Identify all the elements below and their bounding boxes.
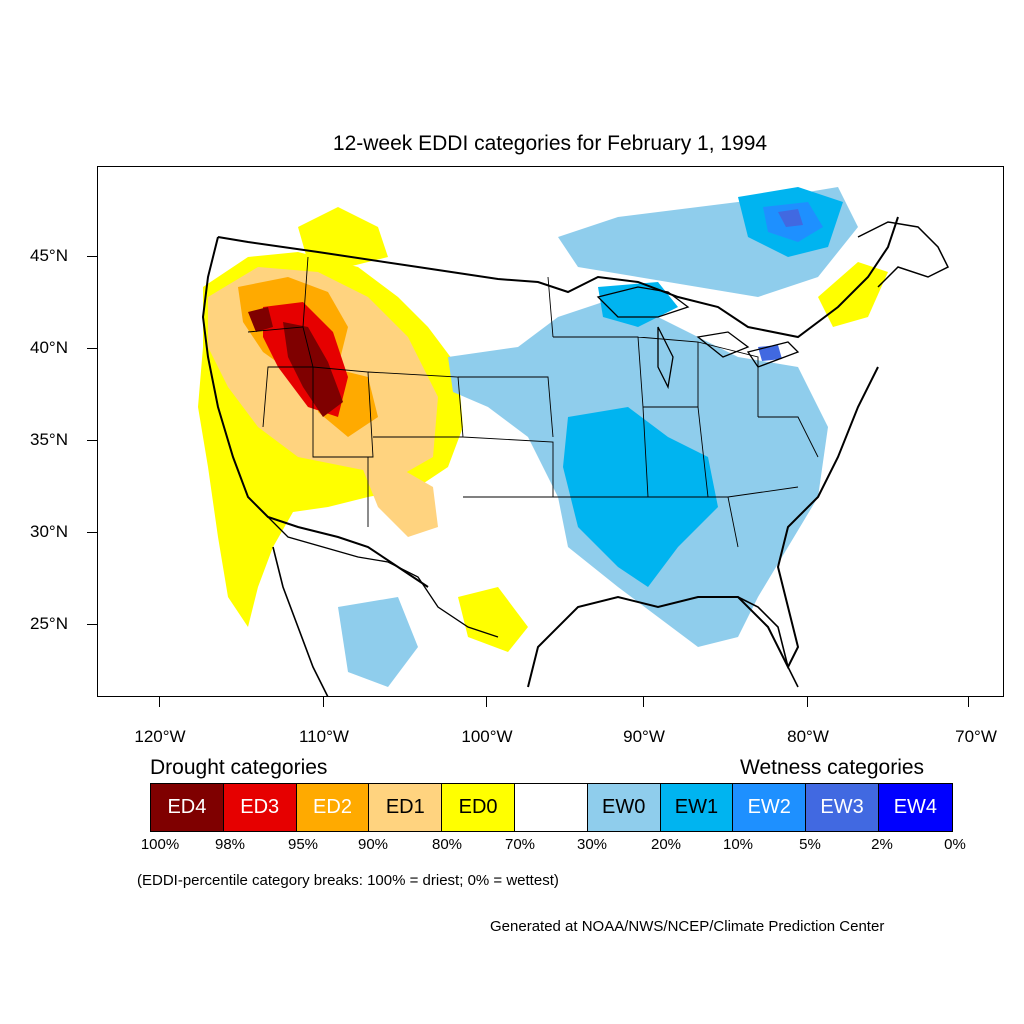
map-area: [97, 166, 1004, 697]
ed0-northeast-region: [818, 262, 888, 327]
wetness-categories-title: Wetness categories: [740, 756, 925, 779]
canada-coast: [857, 221, 950, 288]
break-label: 90%: [357, 836, 389, 853]
legend-box-ed0: ED0: [442, 784, 515, 831]
lon-label-90: 90°W: [623, 727, 665, 746]
break-label: 95%: [287, 836, 319, 853]
lat-label-30: 30°N: [30, 522, 68, 541]
legend-box-ew1: EW1: [660, 784, 734, 831]
ew3-ontario-spot: [758, 345, 782, 361]
lat-tick-30: [87, 532, 97, 533]
ed1-utah-region: [358, 457, 438, 537]
state-borders: [247, 256, 819, 548]
legend-box-ew0: EW0: [587, 784, 661, 831]
ed0-montana-region: [298, 207, 388, 267]
lat-tick-40: [87, 348, 97, 349]
break-label: 5%: [799, 836, 821, 853]
break-label: 2%: [871, 836, 893, 853]
lon-tick-120: [159, 697, 160, 707]
category-breaks-note: (EDDI-percentile category breaks: 100% =…: [137, 872, 559, 889]
ed4-oregon-spot: [248, 307, 273, 332]
credit-line: Generated at NOAA/NWS/NCEP/Climate Predi…: [490, 918, 885, 935]
florida: [737, 596, 799, 688]
baja: [272, 546, 329, 696]
lon-tick-100: [486, 697, 487, 707]
lon-label-120: 120°W: [134, 727, 186, 746]
eddi-map-svg: [198, 187, 950, 696]
legend-box-ew4: EW4: [878, 784, 952, 831]
map-title: 12-week EDDI categories for February 1, …: [332, 132, 768, 155]
break-label: 100%: [140, 836, 180, 853]
lat-label-35: 35°N: [30, 430, 68, 449]
break-label: 70%: [504, 836, 536, 853]
lat-label-40: 40°N: [30, 338, 68, 357]
lat-label-25: 25°N: [30, 614, 68, 633]
legend-box-ed2: ED2: [296, 784, 370, 831]
break-label: 10%: [722, 836, 754, 853]
break-label: 0%: [944, 836, 966, 853]
legend-color-bar: ED4 ED3 ED2 ED1 ED0 EW0 EW1 EW2 EW3 EW4: [150, 783, 953, 832]
drought-categories-title: Drought categories: [150, 756, 328, 779]
ew3-canada-spot: [778, 209, 803, 227]
drought-regions: [198, 207, 888, 652]
map-borders: [201, 216, 950, 696]
ew1-greatlakes-region: [598, 282, 678, 327]
lon-label-110: 110°W: [299, 727, 349, 746]
legend-box-ed3: ED3: [223, 784, 297, 831]
lat-tick-45: [87, 256, 97, 257]
lon-label-70: 70°W: [955, 727, 997, 746]
legend-box-ew3: EW3: [806, 784, 879, 831]
ew0-mexico-region: [338, 597, 418, 687]
lon-tick-70: [968, 697, 969, 707]
lon-tick-90: [643, 697, 644, 707]
legend-box-ed1: ED1: [369, 784, 443, 831]
legend-box-ew2: EW2: [733, 784, 807, 831]
break-label: 20%: [650, 836, 682, 853]
break-label: 80%: [431, 836, 463, 853]
break-label: 98%: [214, 836, 246, 853]
lat-tick-35: [87, 440, 97, 441]
legend-box-ed4: ED4: [151, 784, 224, 831]
break-label: 30%: [576, 836, 608, 853]
lon-tick-110: [323, 697, 324, 707]
lon-label-100: 100°W: [461, 727, 513, 746]
lon-label-80: 80°W: [787, 727, 829, 746]
ed0-texas-region: [458, 587, 528, 652]
lon-tick-80: [807, 697, 808, 707]
legend-box-neutral: [514, 784, 588, 831]
lat-label-45: 45°N: [30, 246, 68, 265]
lat-tick-25: [87, 624, 97, 625]
great-lakes: [596, 286, 800, 390]
us-mexico-border: [267, 516, 499, 638]
